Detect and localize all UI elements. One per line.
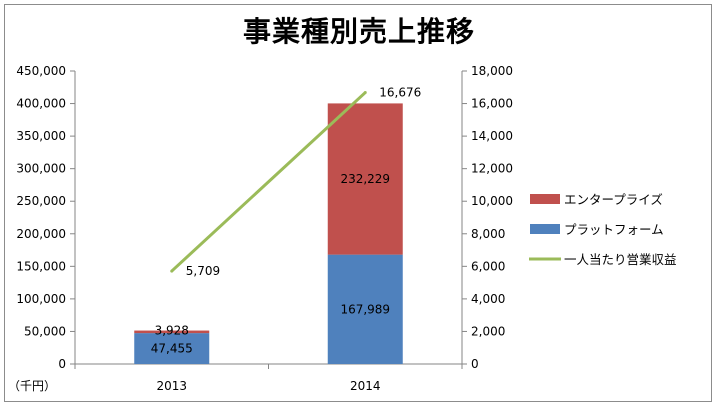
right-axis-tick-label: 2,000	[471, 324, 505, 338]
line-series-point	[363, 91, 367, 95]
x-axis-tick-label: 2014	[350, 379, 381, 393]
line-data-label: 16,676	[379, 86, 421, 100]
unit-note: （千円）	[8, 379, 56, 393]
left-axis-tick-label: 200,000	[16, 227, 66, 241]
legend-swatch	[530, 194, 560, 204]
legend-label: 一人当たり営業収益	[564, 252, 677, 267]
right-axis-tick-label: 0	[471, 357, 479, 371]
line-series-group	[170, 91, 367, 273]
data-labels-group: 47,455 3,928 167,989 232,229 5,709 16,676	[151, 86, 422, 356]
legend-swatch	[530, 224, 560, 234]
left-axis-tick-label: 250,000	[16, 194, 66, 208]
left-axis-tick-label: 450,000	[16, 64, 66, 78]
right-axis-tick-label: 6,000	[471, 259, 505, 273]
left-axis-tick-label: 150,000	[16, 259, 66, 273]
bar-segment	[327, 103, 403, 255]
legend-label: エンタープライズ	[564, 192, 663, 207]
bar-segment	[134, 330, 210, 334]
bars-group	[134, 103, 403, 364]
left-axis-tick-label: 100,000	[16, 292, 66, 306]
bar-data-label: 167,989	[340, 302, 390, 316]
left-axis-tick-label: 350,000	[16, 129, 66, 143]
left-axis-tick-label: 400,000	[16, 97, 66, 111]
right-axis-tick-label: 10,000	[471, 194, 513, 208]
bar-segment	[134, 333, 210, 364]
right-axis-tick-label: 14,000	[471, 129, 513, 143]
legend-label: プラットフォーム	[564, 222, 664, 237]
line-series-point	[170, 269, 174, 273]
left-axis-tick-label: 0	[58, 357, 66, 371]
right-axis-tick-label: 4,000	[471, 292, 505, 306]
right-axis-tick-label: 8,000	[471, 227, 505, 241]
x-axis-tick-label: 2013	[156, 379, 187, 393]
axes-group: 0 50,000 100,000 150,000 200,000 250,000 300,0…	[8, 64, 513, 393]
bar-data-label: 232,229	[340, 172, 390, 186]
bar-data-label: 47,455	[151, 342, 193, 356]
left-axis-tick-label: 300,000	[16, 162, 66, 176]
bar-segment	[327, 254, 403, 364]
right-axis-tick-label: 12,000	[471, 162, 513, 176]
right-axis-tick-label: 16,000	[471, 97, 513, 111]
line-series-path	[170, 91, 367, 273]
chart-title: 事業種別売上推移	[242, 15, 475, 48]
line-data-label: 5,709	[186, 264, 220, 278]
bar-data-label: 3,928	[155, 324, 189, 338]
left-axis-tick-label: 50,000	[24, 324, 66, 338]
right-axis-tick-label: 18,000	[471, 64, 513, 78]
